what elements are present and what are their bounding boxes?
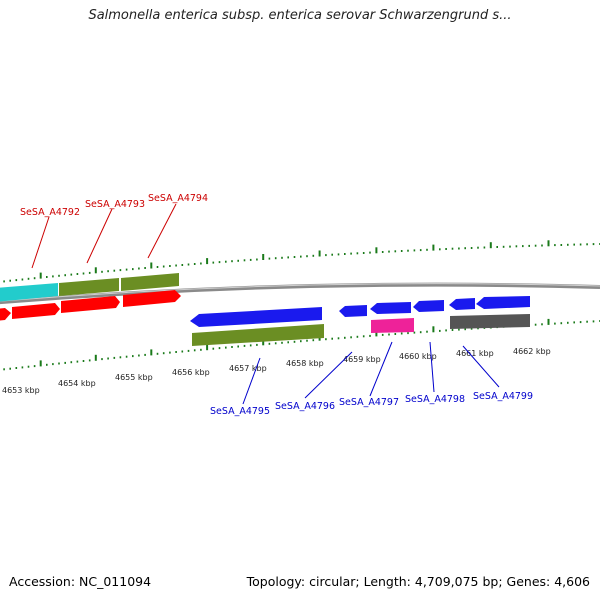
gene-arrow-olive[interactable] [121,273,179,291]
genome-backbone [0,282,600,305]
kbp-label: 4657 kbp [229,364,267,373]
gene-arrow-red[interactable] [61,296,120,313]
topology-text: Topology: circular; Length: 4,709,075 bp… [246,574,590,589]
kbp-label: 4660 kbp [399,352,437,361]
gene-arrow-red[interactable] [123,290,181,307]
kbp-label: 4655 kbp [115,373,153,382]
gene-arrow-gray[interactable] [450,314,530,329]
gene-label[interactable]: SeSA_A4796 [275,401,335,412]
kbp-label: 4656 kbp [172,368,210,377]
kbp-label: 4659 kbp [343,355,381,364]
gene-label[interactable]: SeSA_A4799 [473,391,533,402]
gene-label[interactable]: SeSA_A4798 [405,394,465,405]
kbp-label: 4653 kbp [2,386,40,395]
gene-arrow-blue[interactable] [449,298,475,310]
kbp-label: 4654 kbp [58,379,96,388]
label-leader [304,351,353,399]
genome-backbone-highlight [0,283,600,302]
gene-label[interactable]: SeSA_A4792 [20,207,80,218]
label-leader [462,345,500,388]
outer-tick-row [3,240,600,283]
gene-arrow-magenta[interactable] [371,318,414,333]
kbp-label: 4658 kbp [286,359,324,368]
gene-label[interactable]: SeSA_A4797 [339,397,399,408]
gene-arrow-red[interactable] [0,308,11,321]
gene-arrow-cyan[interactable] [0,283,58,302]
label-leader [429,341,435,393]
gene-arrow-blue[interactable] [476,296,530,309]
gene-label[interactable]: SeSA_A4793 [85,199,145,210]
label-leader [31,216,50,269]
gene-arrow-blue[interactable] [339,305,367,317]
gene-arrow-olive[interactable] [59,278,119,296]
gene-arrow-red[interactable] [12,303,60,319]
gene-arrow-blue[interactable] [370,302,411,314]
gene-arrow-olive[interactable] [192,324,324,346]
accession-text: Accession: NC_011094 [9,574,152,589]
kbp-label: 4661 kbp [456,349,494,358]
gene-label[interactable]: SeSA_A4794 [148,193,208,204]
map-title: Salmonella enterica subsp. enterica sero… [88,8,512,23]
gene-label[interactable]: SeSA_A4795 [210,406,270,417]
label-leader [86,208,113,264]
label-leader [242,357,261,405]
kbp-label: 4662 kbp [513,347,551,356]
gene-arrow-blue[interactable] [190,307,322,327]
label-leader [369,341,393,397]
label-leader [147,203,177,259]
gene-arrow-blue[interactable] [413,300,444,312]
